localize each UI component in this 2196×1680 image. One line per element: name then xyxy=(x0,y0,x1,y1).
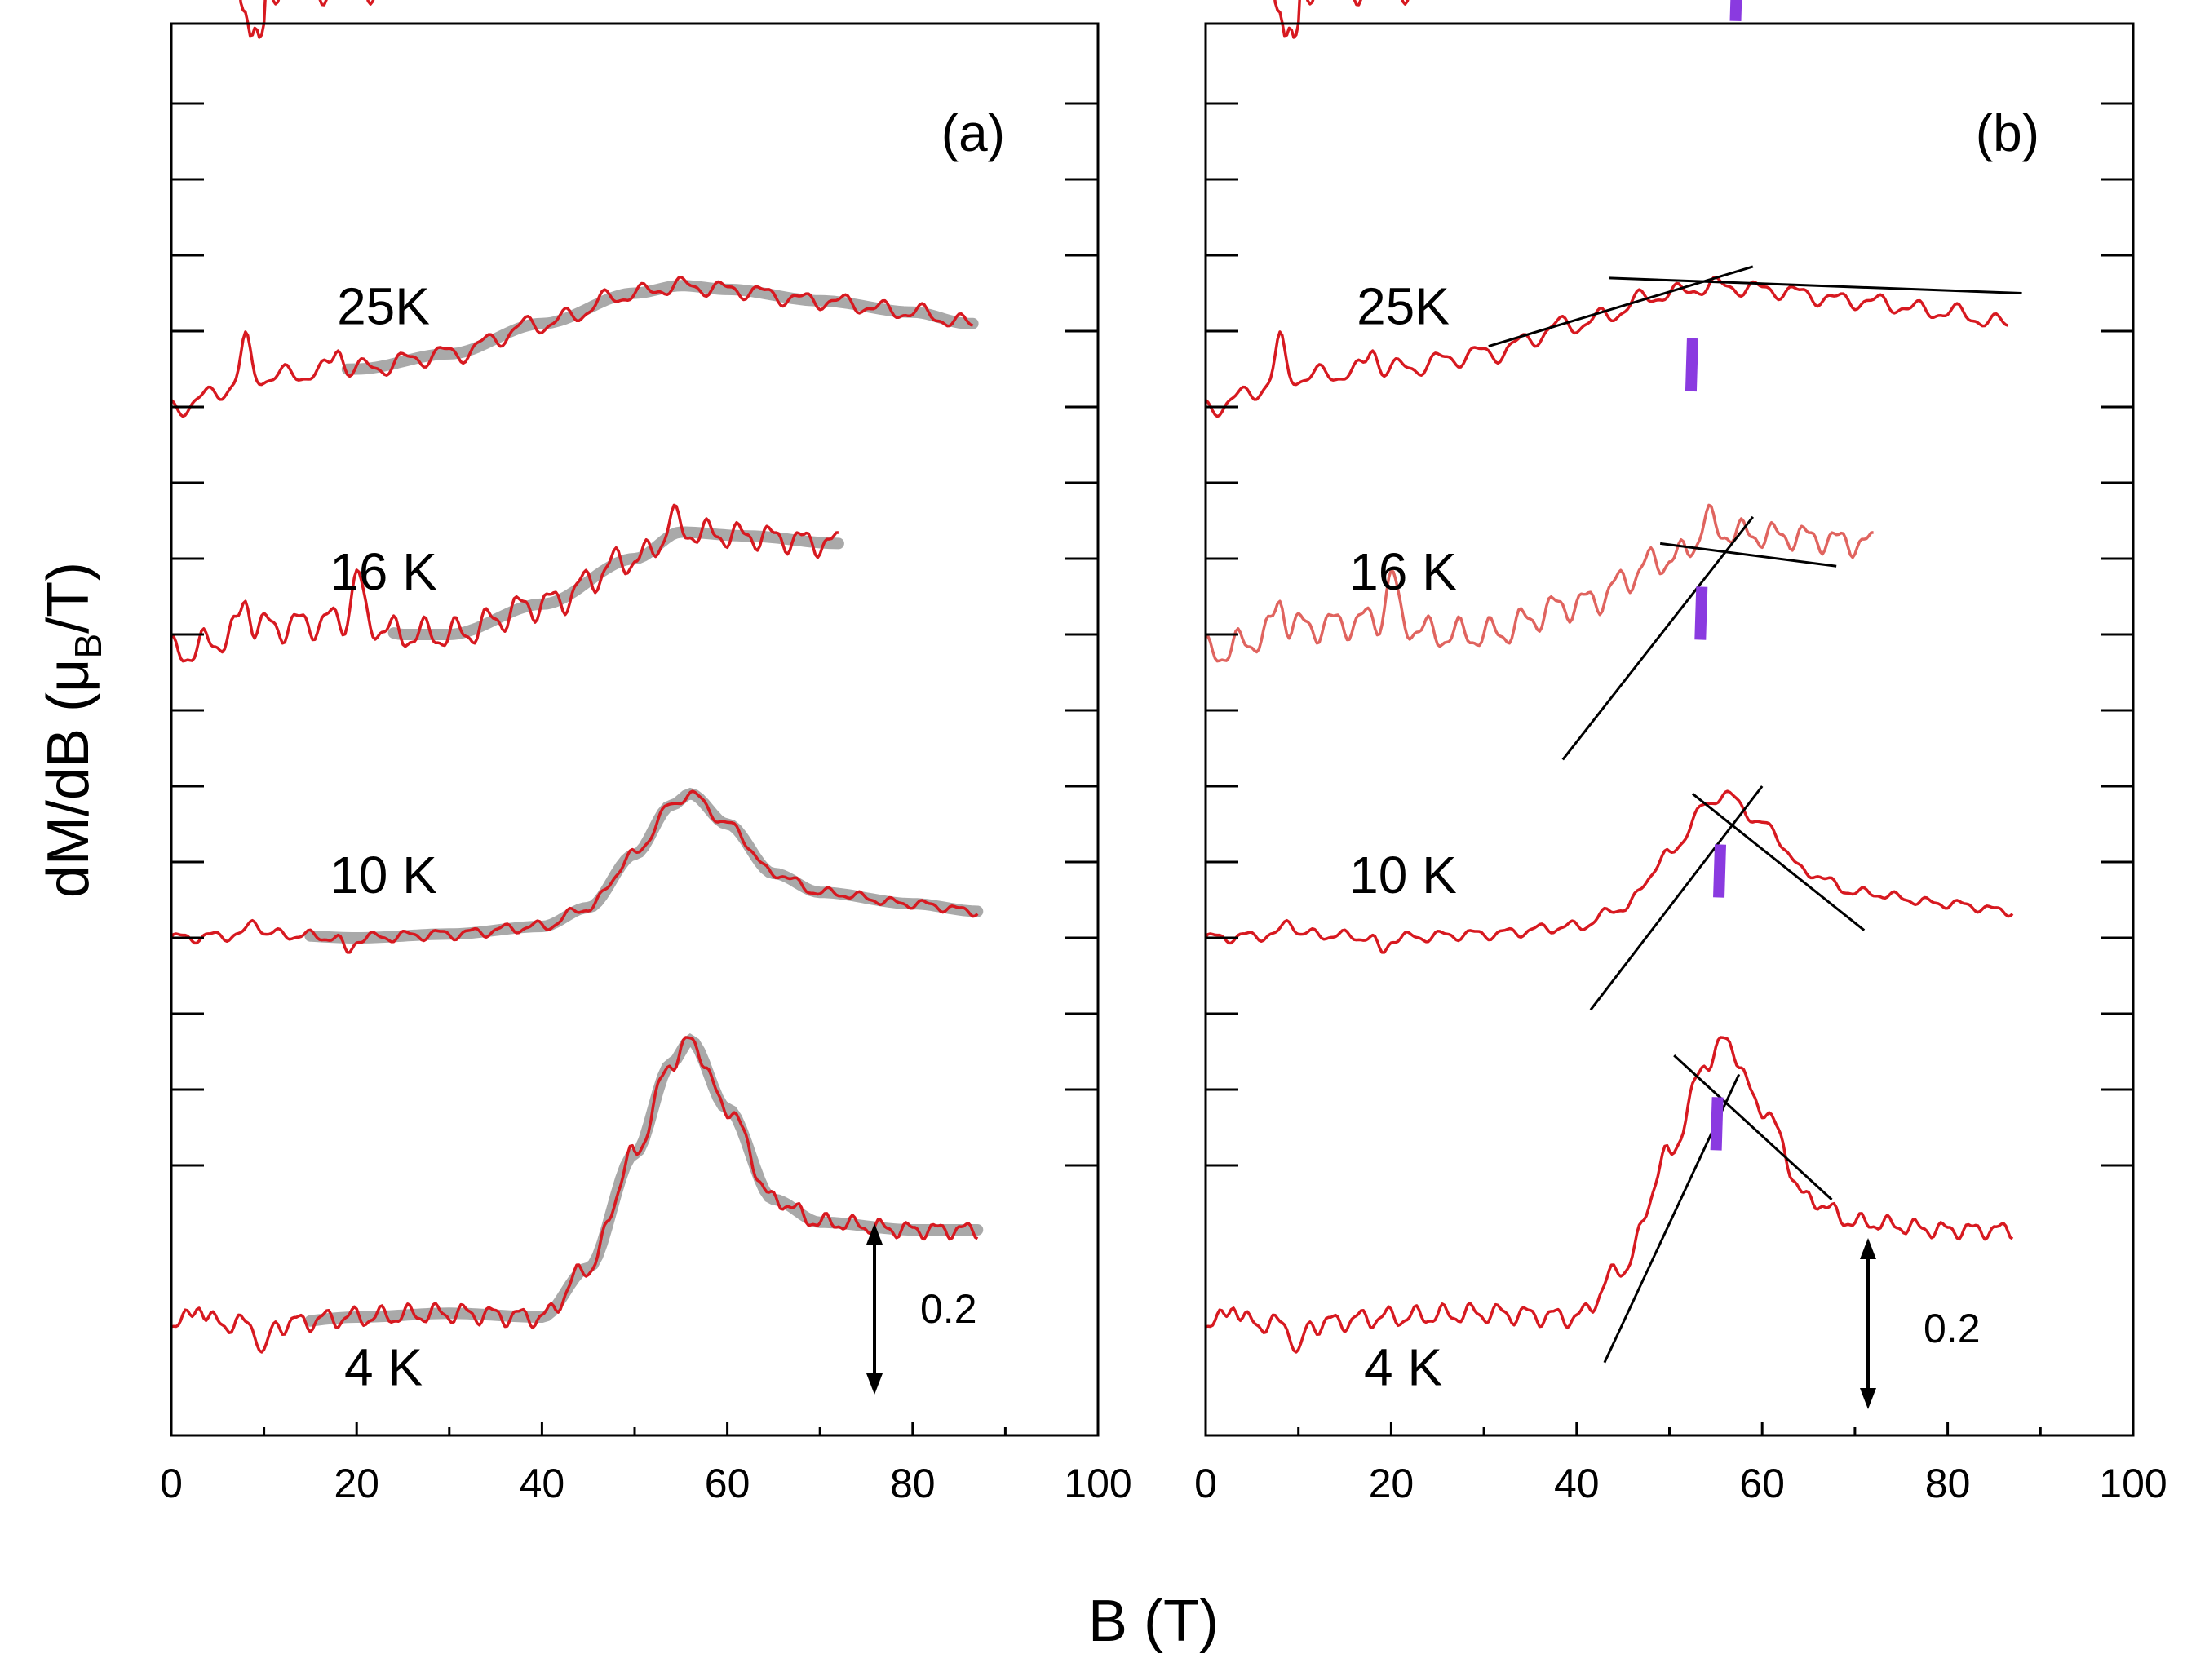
panel-a-xtick-label-100: 100 xyxy=(1064,1461,1131,1506)
fit-line-16k-2 xyxy=(1659,542,1837,568)
temp-label-16k: 16 K xyxy=(330,542,437,601)
temp-label-10k: 10 K xyxy=(1349,846,1457,904)
data-curve-25k xyxy=(170,275,974,418)
y-axis-title-main: dM/dB (μ xyxy=(36,659,101,899)
panel-a-xtick-label-0: 0 xyxy=(160,1461,183,1506)
y-axis-title-subscript: B xyxy=(67,634,109,659)
panel-a-label: (a) xyxy=(941,104,1005,162)
transition-marker-16k xyxy=(1694,586,1708,640)
fit-line-10k-2 xyxy=(1691,793,1866,931)
fit-line-10k-1 xyxy=(1589,785,1764,1011)
x-axis-title: B (T) xyxy=(1088,1589,1219,1654)
transition-marker-4k xyxy=(1710,1097,1724,1151)
data-curve-4k xyxy=(170,1036,979,1354)
scale-bar-a-label: 0.2 xyxy=(920,1286,977,1332)
transition-marker-30k xyxy=(1729,0,1742,22)
panel-a-xtick-label-60: 60 xyxy=(705,1461,750,1506)
scale-bar-b-label: 0.2 xyxy=(1924,1306,1981,1351)
scale-bar-a-arrow-up xyxy=(866,1223,883,1245)
fit-line-25k-1 xyxy=(1488,265,1754,348)
smooth-curve-16k xyxy=(387,526,844,640)
data-curve-10k xyxy=(170,789,979,954)
data-curve-16k xyxy=(170,503,839,663)
panel-a-plot-area: 30 K25K16 K10 K4 K xyxy=(170,0,984,1396)
temp-label-4k: 4 K xyxy=(1364,1337,1442,1396)
data-curve-16k xyxy=(1205,503,1874,663)
scale-bar-a-arrow-down xyxy=(866,1373,883,1395)
panel-b-xtick-label-60: 60 xyxy=(1739,1461,1785,1506)
temp-label-25k: 25K xyxy=(337,277,430,336)
transition-marker-10k xyxy=(1713,844,1727,898)
temp-label-16k: 16 K xyxy=(1349,542,1457,601)
scale-bar-b: 0.2 xyxy=(1860,1238,1981,1409)
panel-b-xtick-label-100: 100 xyxy=(2099,1461,2167,1506)
data-curve-10k xyxy=(1204,789,2014,954)
smooth-curve-25k xyxy=(341,280,979,375)
y-axis-title: dM/dB (μB/T) xyxy=(36,562,109,898)
panel-a-xtick-label-20: 20 xyxy=(334,1461,379,1506)
panel-b-plot-area: 30 K25K16 K10 K4 K xyxy=(1204,0,2022,1396)
panel-b-xtick-label-0: 0 xyxy=(1194,1461,1217,1506)
panel-a-xtick-label-80: 80 xyxy=(890,1461,936,1506)
panel-b-xtick-label-80: 80 xyxy=(1925,1461,1971,1506)
data-curve-25k xyxy=(1204,275,2009,418)
scale-bar-b-arrow-up xyxy=(1860,1238,1876,1259)
panel-a-xtick-label-40: 40 xyxy=(520,1461,565,1506)
fit-line-16k-1 xyxy=(1561,515,1755,761)
scale-bar-a: 0.2 xyxy=(866,1223,977,1395)
y-axis-title-end: /T) xyxy=(36,562,101,634)
fit-line-25k-2 xyxy=(1609,276,2022,294)
temp-label-25k: 25K xyxy=(1357,277,1450,336)
panel-b-ticks: 0 20 40 60 80 100 xyxy=(1194,102,2167,1506)
smooth-curve-4k xyxy=(304,1032,984,1327)
fit-line-4k-2 xyxy=(1673,1054,1833,1200)
transition-marker-25k xyxy=(1685,338,1698,392)
panel-b-xtick-label-20: 20 xyxy=(1369,1461,1415,1506)
panel-b-xtick-label-40: 40 xyxy=(1554,1461,1600,1506)
panel-b-label: (b) xyxy=(1976,104,2039,162)
temp-label-10k: 10 K xyxy=(330,846,437,904)
panel-a-ticks: 0 20 40 60 80 100 xyxy=(160,102,1132,1506)
data-curve-4k xyxy=(1205,1036,2014,1354)
scale-bar-b-arrow-down xyxy=(1860,1388,1876,1409)
temp-label-4k: 4 K xyxy=(344,1337,423,1396)
